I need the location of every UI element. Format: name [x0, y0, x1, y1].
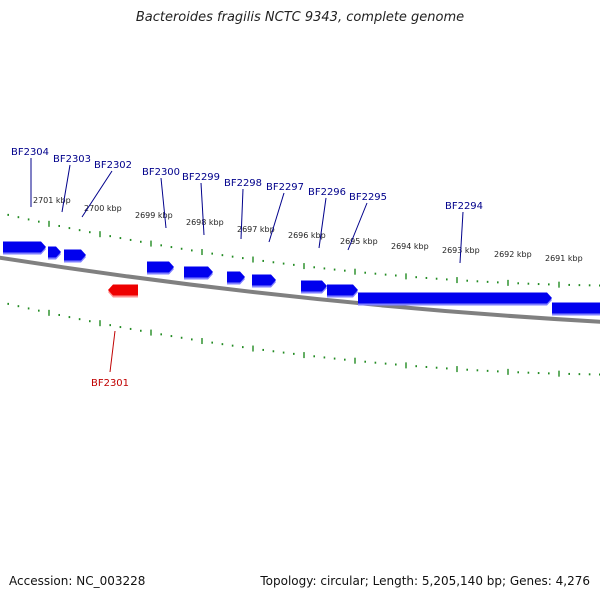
gene-label: BF2295 — [349, 192, 387, 203]
gene-label: BF2294 — [445, 201, 483, 212]
gene-arrow-forward — [301, 280, 327, 292]
gene-arrow-forward — [227, 271, 245, 283]
gene-features — [3, 241, 600, 316]
gene-label: BF2304 — [11, 147, 49, 158]
gene-arrow-forward — [552, 302, 600, 314]
kbp-label: 2699 kbp — [135, 211, 173, 220]
gene-label: BF2297 — [266, 182, 304, 193]
gene-arrow-forward — [327, 284, 358, 296]
label-leader-lines — [30, 158, 464, 373]
gene-arrow-forward — [3, 241, 46, 253]
gene-arrow-forward — [147, 261, 174, 273]
label-leader-line — [160, 177, 167, 229]
gene-arrow-forward — [64, 249, 86, 261]
kbp-label: 2698 kbp — [186, 218, 224, 227]
kbp-labels: 2701 kbp 2700 kbp 2699 kbp 2698 kbp 2697… — [33, 196, 583, 263]
dna-backbone — [0, 255, 600, 324]
accession-text: Accession: NC_003228 — [9, 574, 146, 588]
gene-arrow-forward — [48, 246, 61, 258]
gene-arrow-forward — [184, 266, 213, 278]
gene-arrow-forward — [358, 292, 552, 304]
gene-label: BF2300 — [142, 167, 180, 178]
kbp-label: 2701 kbp — [33, 196, 71, 205]
gene-label: BF2299 — [182, 172, 220, 183]
label-leader-line — [318, 197, 327, 249]
gene-label: BF2301 — [91, 378, 129, 389]
kbp-label: 2692 kbp — [494, 250, 532, 259]
kbp-label: 2696 kbp — [288, 231, 326, 240]
gene-arrow-forward — [252, 274, 276, 286]
label-leader-line — [81, 170, 113, 218]
label-leader-line — [268, 192, 285, 243]
label-leader-line — [200, 182, 205, 236]
kbp-label: 2695 kbp — [340, 237, 378, 246]
kbp-label: 2700 kbp — [84, 204, 122, 213]
gene-label: BF2296 — [308, 187, 346, 198]
gene-label: BF2302 — [94, 160, 132, 171]
map-title: Bacteroides fragilis NCTC 9343, complete… — [135, 10, 465, 25]
kbp-label: 2697 kbp — [237, 225, 275, 234]
label-leader-line — [347, 202, 368, 251]
label-leader-line — [109, 330, 116, 373]
label-leader-line — [61, 164, 71, 213]
gene-label: BF2303 — [53, 154, 91, 165]
kbp-label: 2694 kbp — [391, 242, 429, 251]
genome-stats-text: Topology: circular; Length: 5,205,140 bp… — [260, 574, 590, 588]
label-leader-line — [240, 188, 244, 240]
kbp-label: 2691 kbp — [545, 254, 583, 263]
gene-arrow-reverse — [108, 284, 138, 296]
label-leader-line — [459, 211, 464, 264]
gene-label: BF2298 — [224, 178, 262, 189]
inner-tick-ruler — [7, 302, 600, 377]
gene-labels: BF2304 BF2303 BF2302 BF2301 BF2300 BF229… — [11, 147, 483, 389]
